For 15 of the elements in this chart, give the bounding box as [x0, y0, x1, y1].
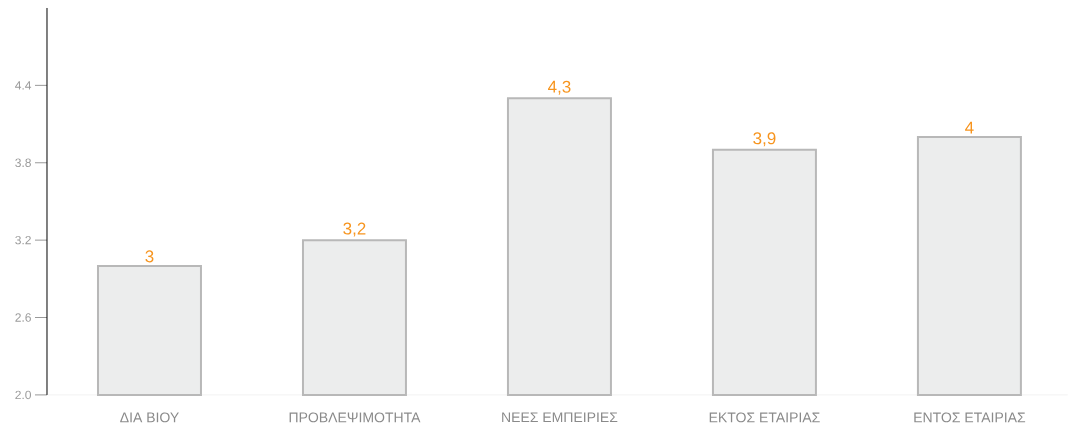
- x-tick-label: ΠΡΟΒΛΕΨΙΜΟΤΗΤΑ: [289, 412, 421, 423]
- data-label: 4: [965, 121, 974, 134]
- y-tick-label: 3.2: [15, 235, 31, 245]
- y-tick-label: 2.6: [15, 313, 31, 322]
- data-label: 3,2: [343, 222, 366, 237]
- data-label: 3: [145, 250, 154, 263]
- data-label: 3,9: [753, 132, 776, 147]
- x-tick-label: ΕΝΤΟΣ ΕΤΑΙΡΙΑΣ: [914, 412, 1026, 423]
- x-tick-label: ΝΕΕΣ ΕΜΠΕΙΡΙΕΣ: [502, 412, 618, 423]
- y-tick-label: 3.8: [15, 158, 31, 168]
- y-tick-label: 2.0: [15, 390, 31, 400]
- x-tick-label: ΕΚΤΟΣ ΕΤΑΙΡΙΑΣ: [709, 412, 820, 423]
- y-tick-label: 4.4: [15, 81, 32, 90]
- x-tick-label: ΔΙΑ ΒΙΟΥ: [120, 412, 179, 423]
- data-label: 4,3: [548, 80, 571, 95]
